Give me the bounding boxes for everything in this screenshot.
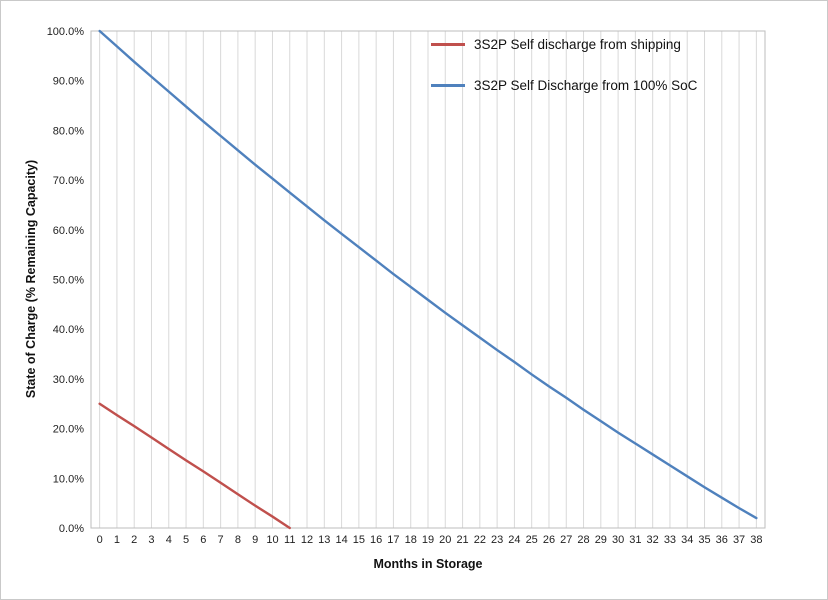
y-tick-label: 80.0% — [53, 125, 84, 137]
x-tick-label: 9 — [252, 534, 258, 546]
x-tick-label: 13 — [318, 534, 330, 546]
x-tick-label: 36 — [716, 534, 728, 546]
x-tick-label: 28 — [577, 534, 589, 546]
y-tick-label: 0.0% — [59, 523, 84, 535]
x-tick-label: 33 — [664, 534, 676, 546]
y-tick-label: 30.0% — [53, 374, 84, 386]
legend-line-sample-red — [431, 43, 465, 46]
x-tick-label: 16 — [370, 534, 382, 546]
x-tick-label: 27 — [560, 534, 572, 546]
y-tick-label: 40.0% — [53, 324, 84, 336]
y-axis-title: State of Charge (% Remaining Capacity) — [24, 159, 38, 399]
legend-item-100soc: 3S2P Self Discharge from 100% SoC — [431, 78, 697, 93]
plot-border — [90, 30, 766, 529]
x-tick-label: 31 — [629, 534, 641, 546]
x-tick-label: 25 — [526, 534, 538, 546]
x-tick-label: 11 — [284, 534, 295, 546]
x-tick-label: 7 — [218, 534, 224, 546]
x-tick-label: 22 — [474, 534, 486, 546]
series-line-0 — [98, 402, 291, 530]
legend-item-shipping: 3S2P Self discharge from shipping — [431, 37, 697, 52]
x-tick-label: 5 — [183, 534, 189, 546]
x-tick-label: 14 — [335, 534, 347, 546]
legend-line-sample-blue — [431, 84, 465, 87]
x-tick-label: 37 — [733, 534, 745, 546]
x-tick-label: 35 — [698, 534, 710, 546]
x-tick-label: 15 — [353, 534, 365, 546]
x-tick-label: 4 — [166, 534, 172, 546]
x-tick-label: 19 — [422, 534, 434, 546]
x-tick-label: 38 — [750, 534, 762, 546]
x-tick-label: 12 — [301, 534, 313, 546]
y-tick-label: 90.0% — [53, 76, 84, 88]
x-tick-label: 18 — [405, 534, 417, 546]
legend-label-100soc: 3S2P Self Discharge from 100% SoC — [474, 78, 698, 93]
y-tick-label: 10.0% — [53, 473, 84, 485]
x-tick-label: 8 — [235, 534, 241, 546]
x-tick-label: 29 — [595, 534, 607, 546]
legend: 3S2P Self discharge from shipping 3S2P S… — [431, 37, 697, 119]
x-tick-label: 26 — [543, 534, 555, 546]
x-tick-label: 23 — [491, 534, 503, 546]
x-tick-label: 1 — [114, 534, 120, 546]
x-axis-title: Months in Storage — [373, 557, 483, 571]
x-tick-label: 30 — [612, 534, 624, 546]
legend-label-shipping: 3S2P Self discharge from shipping — [474, 37, 681, 52]
x-tick-label: 0 — [97, 534, 103, 546]
x-tick-label: 10 — [266, 534, 278, 546]
x-tick-label: 32 — [647, 534, 659, 546]
y-tick-label: 100.0% — [47, 26, 85, 38]
x-tick-label: 2 — [131, 534, 137, 546]
y-tick-label: 60.0% — [53, 225, 84, 237]
x-tick-label: 6 — [200, 534, 206, 546]
x-tick-label: 3 — [148, 534, 154, 546]
series-line-1 — [98, 29, 758, 520]
x-tick-label: 34 — [681, 534, 693, 546]
x-tick-label: 24 — [508, 534, 520, 546]
y-tick-label: 20.0% — [53, 424, 84, 436]
y-tick-label: 50.0% — [53, 275, 84, 287]
x-tick-label: 21 — [456, 534, 468, 546]
y-tick-label: 70.0% — [53, 175, 84, 187]
x-tick-label: 20 — [439, 534, 451, 546]
x-tick-label: 17 — [387, 534, 399, 546]
